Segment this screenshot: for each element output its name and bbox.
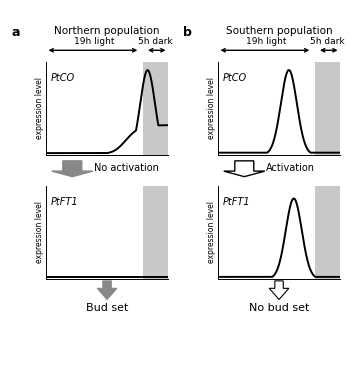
- Text: a: a: [11, 26, 20, 39]
- Text: 5h dark: 5h dark: [138, 37, 173, 46]
- Y-axis label: expression level: expression level: [207, 201, 216, 263]
- Text: PtFT1: PtFT1: [51, 197, 78, 207]
- Text: Northern population: Northern population: [54, 26, 160, 36]
- Bar: [314, 62, 340, 155]
- Bar: [143, 62, 168, 155]
- Text: 19h light: 19h light: [246, 37, 286, 46]
- Text: No activation: No activation: [94, 163, 159, 173]
- Text: Southern population: Southern population: [226, 26, 332, 36]
- Text: 5h dark: 5h dark: [310, 37, 345, 46]
- Y-axis label: expression level: expression level: [35, 77, 44, 139]
- Text: PtFT1: PtFT1: [223, 197, 250, 207]
- Text: PtCO: PtCO: [223, 73, 247, 83]
- Text: PtCO: PtCO: [51, 73, 75, 83]
- Bar: [143, 186, 168, 279]
- Text: b: b: [183, 26, 192, 39]
- Y-axis label: expression level: expression level: [207, 77, 216, 139]
- Text: Bud set: Bud set: [86, 303, 128, 313]
- Bar: [314, 186, 340, 279]
- Text: No bud set: No bud set: [249, 303, 309, 313]
- Polygon shape: [224, 161, 265, 177]
- Polygon shape: [52, 161, 93, 177]
- Text: Activation: Activation: [266, 163, 316, 173]
- Text: 19h light: 19h light: [74, 37, 114, 46]
- Y-axis label: expression level: expression level: [35, 201, 44, 263]
